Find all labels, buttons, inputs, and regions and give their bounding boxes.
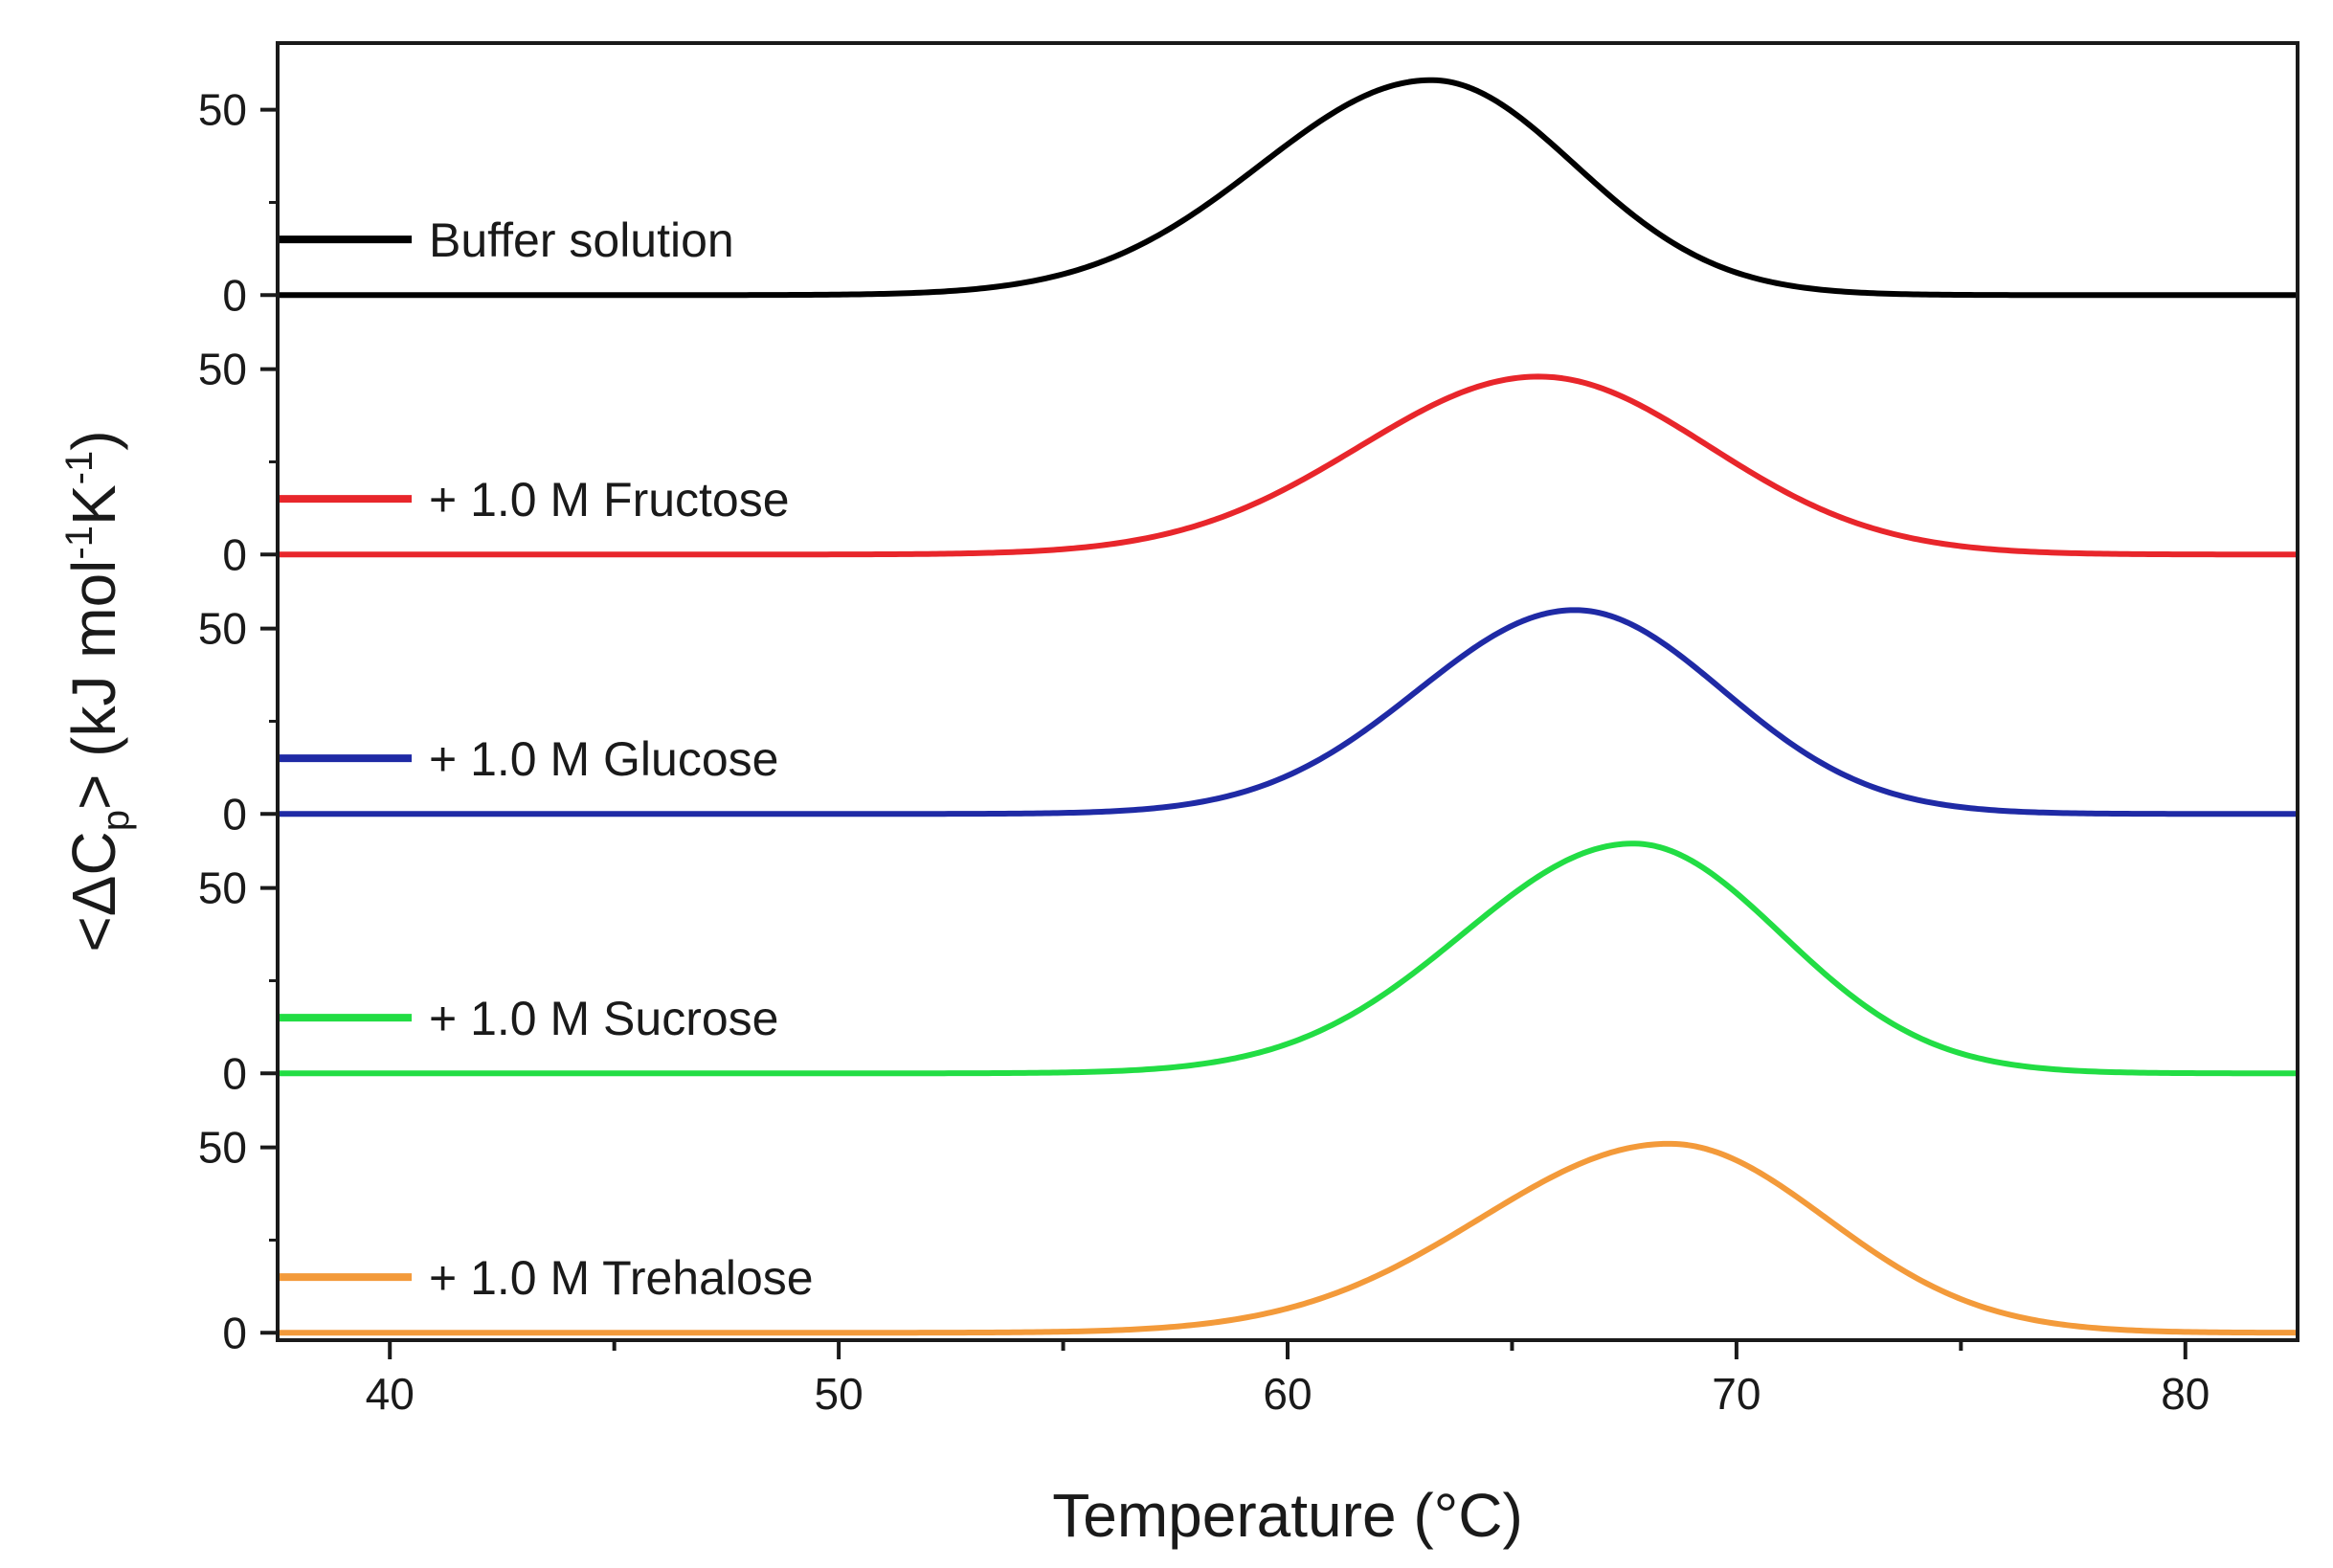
panel-1-0-m-glucose: 0 50 + 1.0 M Glucose [198, 604, 2298, 839]
x-tick-label: 50 [815, 1369, 864, 1419]
series-line-1-0-m-fructose [278, 373, 2298, 558]
chart-panels: 0 50 Buffer solution 0 50 + 1.0 M Fructose 0 50… [198, 77, 2299, 1357]
x-tick-label: 70 [1712, 1369, 1761, 1419]
series-line-1-0-m-trehalose [278, 1140, 2299, 1336]
y-tick-label: 50 [198, 604, 247, 654]
y-tick-label: 50 [198, 863, 247, 913]
y-axis-title: <ΔCp> (kJ mol-1K-1) [58, 430, 137, 952]
series-line-1-0-m-glucose [278, 607, 2298, 818]
y-tick-label: 0 [222, 1308, 247, 1357]
y-tick-label: 0 [222, 1048, 247, 1098]
series-line-buffer-solution [278, 77, 2298, 299]
x-tick-label: 40 [366, 1369, 415, 1419]
y-tick-label: 0 [222, 270, 247, 320]
y-tick-label: 0 [222, 789, 247, 839]
legend-label-1-0-m-fructose: + 1.0 M Fructose [429, 473, 790, 526]
x-axis-title: Temperature (°C) [1052, 1481, 1523, 1550]
panel-1-0-m-trehalose: 0 50 + 1.0 M Trehalose [198, 1123, 2299, 1357]
legend-label-1-0-m-sucrose: + 1.0 M Sucrose [429, 992, 778, 1045]
legend-label-1-0-m-glucose: + 1.0 M Glucose [429, 732, 778, 786]
x-tick-label: 80 [2161, 1369, 2210, 1419]
panel-1-0-m-sucrose: 0 50 + 1.0 M Sucrose [198, 840, 2298, 1098]
y-tick-label: 50 [198, 85, 247, 135]
x-tick-label: 60 [1263, 1369, 1312, 1419]
legend-label-buffer-solution: Buffer solution [429, 213, 734, 267]
x-axis: 40 50 60 70 80 [366, 1340, 2210, 1419]
panel-1-0-m-fructose: 0 50 + 1.0 M Fructose [198, 345, 2298, 579]
legend-label-1-0-m-trehalose: + 1.0 M Trehalose [429, 1251, 814, 1305]
y-tick-label: 50 [198, 1123, 247, 1173]
panel-buffer-solution: 0 50 Buffer solution [198, 77, 2298, 320]
series-line-1-0-m-sucrose [278, 840, 2298, 1077]
y-tick-label: 0 [222, 529, 247, 579]
y-tick-label: 50 [198, 345, 247, 394]
